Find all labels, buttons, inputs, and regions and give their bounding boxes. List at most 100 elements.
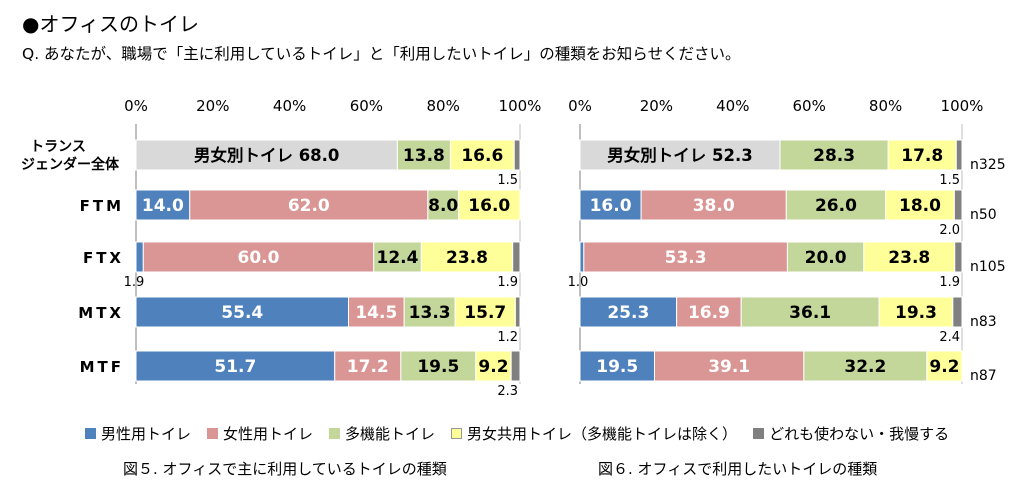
- fig5-data-label-multi: 19.5: [417, 357, 459, 377]
- fig6-bar-multi: [779, 139, 889, 171]
- fig6-data-label-multi: 32.2: [844, 357, 886, 377]
- fig6-data-label-gender_sep: 男女別トイレ 52.3: [607, 145, 752, 165]
- fig5-bar-female: [334, 350, 402, 382]
- legend-swatch-female: [207, 428, 219, 439]
- fig5-tick-label: 20%: [196, 97, 229, 115]
- fig6-n-label: n50: [970, 207, 997, 223]
- fig5-row-label: トランス: [30, 139, 86, 155]
- fig5-row-label: FTM: [80, 197, 124, 215]
- fig5-data-label-multi: 12.4: [377, 248, 419, 268]
- fig6-data-label-male-outside: 1.0: [568, 275, 589, 290]
- fig6-data-label-female: 16.9: [688, 303, 730, 323]
- fig6-data-label-female: 38.0: [693, 196, 735, 216]
- fig6-data-label-male: 19.5: [596, 357, 638, 377]
- section-title: ●オフィスのトイレ: [22, 12, 200, 36]
- fig6-tick-label: 40%: [716, 97, 749, 115]
- fig5-data-label-female: 60.0: [238, 248, 280, 268]
- fig5-bar-unisex: [475, 350, 512, 382]
- fig5-bar-unisex: [449, 139, 515, 171]
- fig5-bar-none: [512, 241, 521, 273]
- fig5-data-label-gender_sep: 男女別トイレ 68.0: [194, 145, 339, 165]
- fig6-bar-none: [953, 189, 963, 221]
- fig5-bar-female: [189, 189, 429, 221]
- legend-label-multi: 多機能トイレ: [345, 425, 436, 443]
- legend-item-female: 女性用トイレ: [207, 423, 313, 444]
- fig6-data-label-unisex: 23.8: [888, 248, 930, 268]
- fig5-data-label-female: 14.5: [355, 303, 397, 323]
- fig5-bar-female: [142, 241, 375, 273]
- caption-figure-6: 図６. オフィスで利用したいトイレの種類: [598, 460, 878, 478]
- fig6-data-label-unisex: 19.3: [895, 303, 937, 323]
- fig5-data-label-unisex: 9.2: [478, 357, 508, 377]
- fig5-bar-male: [135, 241, 144, 273]
- fig5-data-label-unisex: 16.6: [461, 146, 503, 166]
- fig6-data-label-unisex: 9.2: [929, 357, 959, 377]
- fig6-n-label: n105: [970, 259, 1006, 275]
- fig5-data-label-male: 51.7: [214, 357, 256, 377]
- fig5-data-label-unisex: 15.7: [464, 303, 506, 323]
- fig6-n-label: n325: [970, 157, 1006, 173]
- legend-item-male: 男性用トイレ: [85, 423, 191, 444]
- fig6-tick-label: 20%: [640, 97, 673, 115]
- fig6-bar-female: [640, 189, 787, 221]
- fig5-data-label-multi: 13.3: [409, 303, 451, 323]
- fig6-bar-multi: [786, 241, 865, 273]
- fig5-tick-label: 60%: [350, 97, 383, 115]
- fig6-data-label-none-outside: 1.5: [939, 173, 960, 188]
- legend-swatch-none: [753, 428, 765, 439]
- fig6-data-label-female: 39.1: [708, 357, 750, 377]
- legend-item-multi: 多機能トイレ: [329, 423, 435, 444]
- legend-label-none: どれも使わない・我慢する: [769, 425, 950, 443]
- fig6-bar-unisex: [887, 139, 957, 171]
- fig5-bar-unisex: [420, 241, 514, 273]
- legend-item-none: どれも使わない・我慢する: [753, 423, 949, 444]
- fig5-data-label-unisex: 16.0: [468, 196, 510, 216]
- fig6-data-label-unisex: 18.0: [899, 196, 941, 216]
- fig6-bar-unisex: [926, 350, 963, 382]
- fig6-tick-label: 60%: [793, 97, 826, 115]
- legend-swatch-male: [85, 428, 96, 439]
- fig6-bar-male: [579, 350, 655, 382]
- fig5-data-label-male: 14.0: [142, 196, 184, 216]
- fig6-n-label: n87: [970, 368, 997, 384]
- fig6-data-label-none-outside: 2.4: [939, 330, 960, 345]
- fig6-data-label-multi: 28.3: [813, 146, 855, 166]
- fig5-bar-female: [348, 296, 405, 328]
- fig6-data-label-male: 16.0: [590, 196, 632, 216]
- fig5-bar-multi: [403, 296, 456, 328]
- fig6-bar-female: [583, 241, 788, 273]
- fig5-bar-none: [514, 296, 521, 328]
- legend-label-unisex: 男女共用トイレ（多機能トイレは除く）: [467, 425, 738, 443]
- fig6-tick-label: 80%: [869, 97, 902, 115]
- fig6-data-label-female: 53.3: [665, 248, 707, 268]
- fig5-row-label: ジェンダー全体: [21, 156, 120, 173]
- fig5-bar-none: [513, 139, 521, 171]
- fig5-bar-male: [135, 296, 350, 328]
- fig6-bar-gender_sep: [579, 139, 781, 171]
- fig5-bar-multi: [400, 350, 477, 382]
- fig6-tick-label: 100%: [941, 97, 984, 115]
- fig6-data-label-none-outside: 1.9: [939, 275, 960, 290]
- fig6-data-label-multi: 20.0: [805, 248, 847, 268]
- fig6-data-label-multi: 36.1: [789, 303, 831, 323]
- fig5-tick-label: 80%: [427, 97, 460, 115]
- fig6-bar-multi: [803, 350, 928, 382]
- question-text: Q. あなたが、職場で「主に利用しているトイレ」と「利用したいトイレ」の種類をお…: [22, 45, 741, 63]
- fig6-data-label-none-outside: 2.0: [939, 223, 960, 238]
- fig5-bar-unisex: [458, 189, 521, 221]
- fig5-data-label-none-outside: 1.5: [497, 173, 518, 188]
- legend-swatch-multi: [329, 428, 341, 439]
- fig6-bar-none: [952, 296, 963, 328]
- fig5-bar-unisex: [454, 296, 516, 328]
- fig6-bar-female: [653, 350, 805, 382]
- fig5-data-label-male: 55.4: [221, 303, 263, 323]
- fig6-data-label-unisex: 17.8: [901, 146, 943, 166]
- fig6-bar-none: [954, 241, 963, 273]
- fig5-data-label-male-outside: 1.9: [124, 275, 145, 290]
- fig5-data-label-multi: 8.0: [428, 196, 458, 216]
- fig5-tick-label: 40%: [273, 97, 306, 115]
- fig5-row-label: FTX: [83, 249, 124, 267]
- legend-label-male: 男性用トイレ: [101, 425, 192, 443]
- fig5-data-label-unisex: 23.8: [446, 248, 488, 268]
- fig5-tick-label: 0%: [124, 97, 148, 115]
